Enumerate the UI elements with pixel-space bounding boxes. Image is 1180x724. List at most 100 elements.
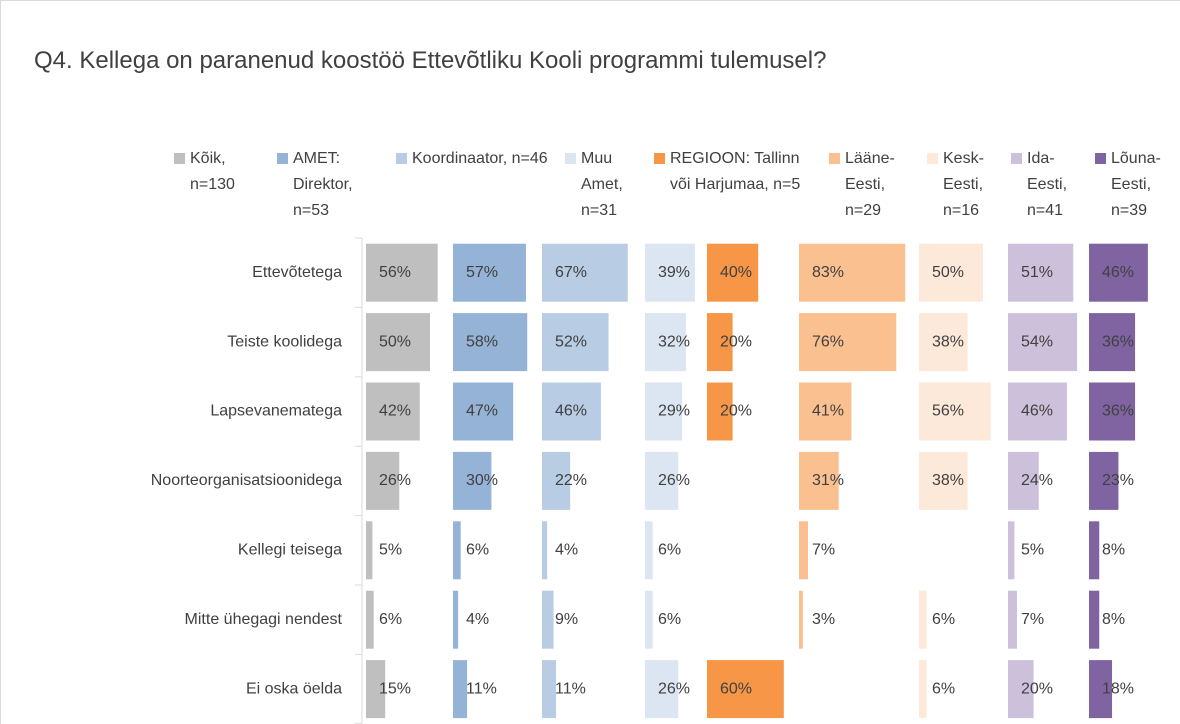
data-label: 11%: [555, 680, 586, 697]
data-label: 51%: [1021, 264, 1053, 281]
data-label: 5%: [1021, 542, 1044, 559]
legend-item: Ida-Eesti, n=41: [1011, 146, 1077, 224]
bar: [453, 243, 526, 302]
legend-label: Lõuna-Eesti, n=39: [1111, 150, 1161, 219]
bar: [919, 243, 983, 302]
data-label: 29%: [658, 403, 690, 420]
data-label: 56%: [932, 403, 964, 420]
data-label: 22%: [555, 472, 587, 489]
bar: [453, 521, 461, 580]
data-label: 38%: [932, 472, 964, 489]
data-label: 6%: [466, 542, 489, 559]
legend-item: Muu Amet, n=31: [565, 146, 629, 224]
bar: [366, 313, 430, 372]
data-label: 47%: [466, 403, 498, 420]
bar: [645, 243, 695, 302]
bar: [1008, 451, 1039, 510]
bar: [453, 382, 514, 441]
legend-label: Koordinaator, n=46: [412, 150, 548, 167]
data-label: 11%: [466, 680, 497, 697]
legend-label: REGIOON: Tallinn või Harjumaa, n=5: [670, 150, 801, 193]
bar: [366, 590, 374, 649]
data-label: 57%: [466, 264, 498, 281]
legend-swatch: [927, 153, 938, 164]
data-label: 18%: [1102, 680, 1134, 697]
data-label: 26%: [658, 472, 690, 489]
category-label: Noorteorganisatsioonidega: [151, 472, 342, 489]
data-label: 52%: [555, 333, 587, 350]
data-label: 20%: [720, 333, 752, 350]
bar: [707, 313, 733, 372]
data-label: 76%: [812, 333, 844, 350]
data-label: 15%: [379, 680, 411, 697]
data-label: 31%: [812, 472, 844, 489]
bar: [1008, 521, 1015, 580]
legend-item: Lõuna-Eesti, n=39: [1095, 146, 1171, 224]
bar: [542, 451, 571, 510]
bar: [1008, 590, 1017, 649]
legend-item: Lääne-Eesti, n=29: [829, 146, 903, 224]
bar: [1089, 521, 1100, 580]
data-label: 83%: [812, 264, 844, 281]
legend-label: Kesk-Eesti, n=16: [943, 150, 984, 219]
bar: [1008, 243, 1074, 302]
data-label: 6%: [379, 611, 402, 628]
bar: [919, 451, 968, 510]
bar: [366, 521, 373, 580]
bar: [645, 451, 679, 510]
category-label: Mitte ühegagi nendest: [185, 611, 343, 628]
data-label: 6%: [932, 611, 955, 628]
category-label: Ei oska öelda: [246, 680, 342, 697]
bar: [799, 243, 906, 302]
bar: [453, 590, 459, 649]
bar: [645, 590, 653, 649]
data-label: 5%: [379, 542, 402, 559]
bar: [1089, 660, 1113, 719]
category-label: Lapsevanematega: [210, 403, 342, 420]
legend-label: Muu Amet, n=31: [581, 150, 623, 219]
legend-swatch: [174, 153, 185, 164]
bar: [799, 590, 803, 649]
data-label: 4%: [555, 542, 578, 559]
data-label: 8%: [1102, 611, 1125, 628]
bar: [645, 521, 653, 580]
legend-item: Koordinaator, n=46: [396, 146, 557, 172]
bar: [919, 590, 927, 649]
category-label: Kellegi teisega: [238, 542, 342, 559]
bar: [919, 313, 968, 372]
legend-item: Kõik, n=130: [174, 146, 268, 198]
data-label: 36%: [1102, 403, 1134, 420]
data-label: 40%: [720, 264, 752, 281]
bar: [1008, 313, 1078, 372]
legend-swatch: [1095, 153, 1106, 164]
data-label: 8%: [1102, 542, 1125, 559]
bar: [799, 382, 852, 441]
data-label: 50%: [932, 264, 964, 281]
bar: [645, 382, 683, 441]
legend-swatch: [1011, 153, 1022, 164]
data-label: 67%: [555, 264, 587, 281]
data-label: 3%: [812, 611, 835, 628]
data-label: 24%: [1021, 472, 1053, 489]
legend-item: AMET: Direktor, n=53: [277, 146, 371, 224]
bar: [542, 313, 609, 372]
data-label: 39%: [658, 264, 690, 281]
data-label: 46%: [1102, 264, 1134, 281]
legend-swatch: [277, 153, 288, 164]
bar: [1089, 590, 1100, 649]
data-label: 6%: [658, 542, 681, 559]
data-label: 6%: [932, 680, 955, 697]
bar: [366, 660, 386, 719]
data-label: 32%: [658, 333, 690, 350]
legend-label: Kõik, n=130: [190, 150, 235, 193]
category-label: Ettevõtetega: [252, 264, 342, 281]
bar: [453, 313, 528, 372]
bar: [542, 590, 554, 649]
bar: [1089, 382, 1136, 441]
data-label: 54%: [1021, 333, 1053, 350]
bar: [453, 451, 492, 510]
data-label: 46%: [1021, 403, 1053, 420]
bar: [645, 660, 679, 719]
bar: [645, 313, 686, 372]
